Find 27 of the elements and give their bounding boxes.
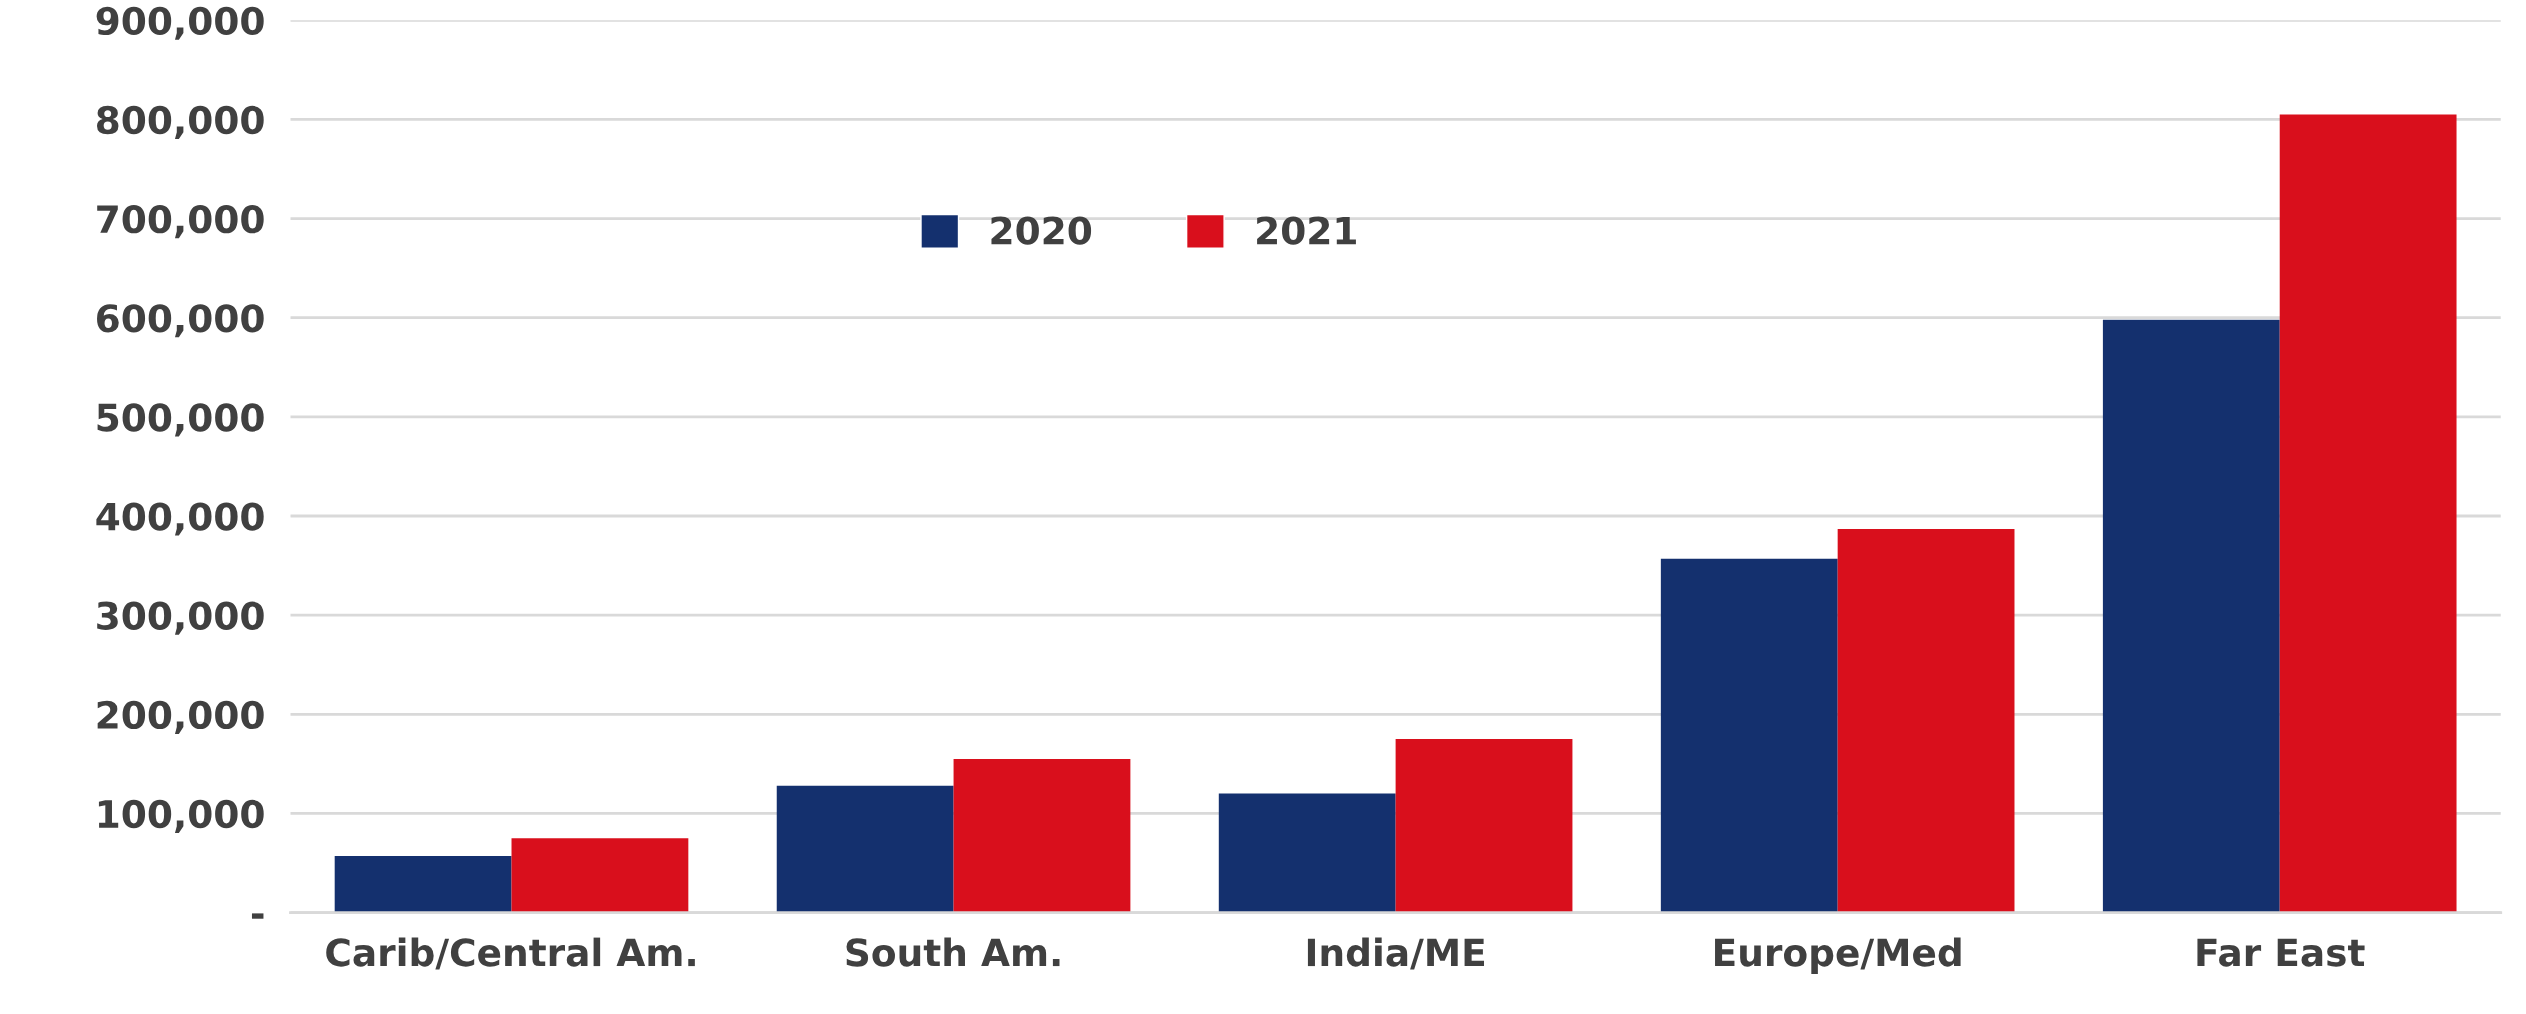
legend-label: 2021: [1257, 216, 1356, 245]
x-tick-label: Carib/Central Am.: [326, 937, 695, 970]
y-tick-label: 700,000: [97, 204, 264, 239]
bar: [1395, 739, 1573, 913]
y-tick-label: 300,000: [97, 601, 264, 635]
bar: [953, 758, 1131, 913]
y-tick-label: 900,000: [96, 6, 264, 40]
bar: [1837, 528, 2015, 913]
y-tick-label: 600,000: [97, 304, 264, 338]
x-tick-label: South Am.: [846, 937, 1060, 967]
legend-label: 2020: [991, 216, 1092, 245]
y-tick-label: 500,000: [97, 403, 264, 437]
x-tick-label: Europe/Med: [1715, 937, 1961, 974]
bar: [1218, 793, 1396, 913]
x-tick-label: Far East: [2197, 938, 2365, 967]
y-tick-label: 100,000: [98, 799, 264, 834]
x-tick-label: India/ME: [1307, 937, 1485, 970]
y-tick-label: -: [251, 913, 264, 919]
bar: [334, 856, 512, 913]
bar: [776, 785, 954, 913]
bar: [2102, 319, 2280, 913]
y-tick-label: 200,000: [97, 700, 264, 734]
bar: [2279, 114, 2457, 913]
bar: [1660, 558, 1838, 913]
y-tick-label: 800,000: [96, 105, 264, 139]
bar: [511, 838, 689, 913]
y-tick-label: 400,000: [96, 502, 264, 536]
